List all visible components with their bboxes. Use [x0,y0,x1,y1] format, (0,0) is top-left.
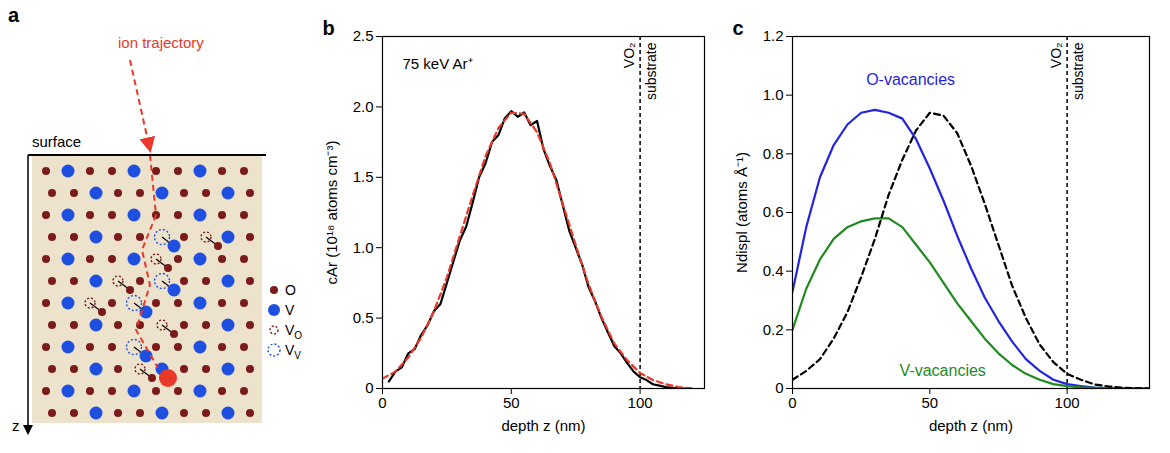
svg-text:100: 100 [1055,394,1080,411]
svg-text:substrate: substrate [643,42,659,100]
svg-text:substrate: substrate [1070,42,1086,100]
svg-text:0: 0 [788,394,796,411]
svg-text:VO₂: VO₂ [1048,43,1064,69]
svg-text:VV: VV [285,342,301,361]
svg-text:50: 50 [503,394,520,411]
svg-text:50: 50 [921,394,938,411]
svg-text:V: V [285,302,295,318]
svg-text:0.8: 0.8 [763,145,784,162]
svg-text:cAr (10¹⁸ atoms cm⁻³): cAr (10¹⁸ atoms cm⁻³) [323,141,340,285]
svg-text:a: a [8,4,20,26]
svg-text:surface: surface [32,133,81,150]
svg-text:b: b [323,17,335,39]
svg-text:100: 100 [628,394,653,411]
svg-text:2.5: 2.5 [353,27,374,44]
svg-text:ion trajectory: ion trajectory [118,34,204,51]
svg-text:0.5: 0.5 [353,309,374,326]
svg-text:0.4: 0.4 [763,262,784,279]
svg-text:0.2: 0.2 [763,321,784,338]
svg-text:1.2: 1.2 [763,27,784,44]
svg-text:z: z [12,417,20,434]
svg-text:VO₂: VO₂ [621,43,637,69]
svg-text:O: O [285,282,296,298]
svg-text:1.0: 1.0 [353,239,374,256]
svg-text:1.0: 1.0 [763,86,784,103]
svg-text:75 keV Ar⁺: 75 keV Ar⁺ [403,55,473,72]
svg-text:Ndispl (atoms Å⁻¹): Ndispl (atoms Å⁻¹) [733,152,750,273]
svg-text:depth z (nm): depth z (nm) [501,417,585,434]
svg-text:0: 0 [378,394,386,411]
svg-text:VO: VO [285,322,302,341]
svg-text:0: 0 [365,379,373,396]
svg-text:0.6: 0.6 [763,203,784,220]
svg-text:depth z (nm): depth z (nm) [929,417,1013,434]
svg-text:V-vacancies: V-vacancies [900,362,986,379]
svg-text:2.0: 2.0 [353,98,374,115]
svg-text:c: c [733,17,744,39]
svg-text:0: 0 [775,379,783,396]
svg-text:O-vacancies: O-vacancies [866,71,955,88]
svg-text:1.5: 1.5 [353,168,374,185]
